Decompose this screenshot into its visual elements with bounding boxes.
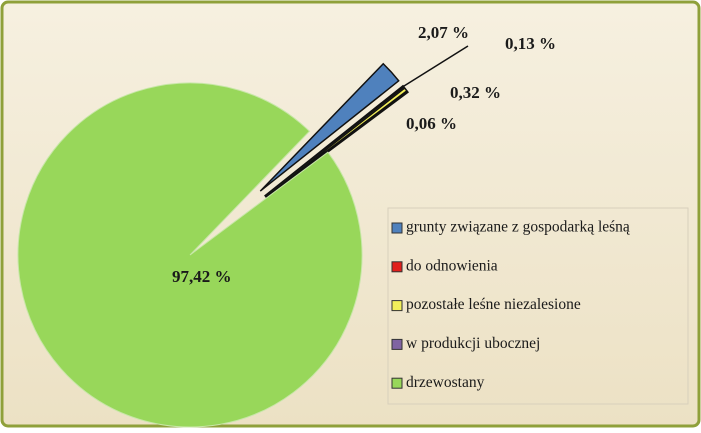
legend-label: pozostałe leśne niezalesione xyxy=(406,296,581,313)
data-label: 97,42 % xyxy=(172,267,232,286)
data-label: 0,13 % xyxy=(505,34,556,53)
legend: grunty związane z gospodarką leśną do odn… xyxy=(391,219,631,391)
legend-label: grunty związane z gospodarką leśną xyxy=(406,219,631,236)
legend-swatch xyxy=(391,300,403,312)
legend-label: drzewostany xyxy=(406,374,485,391)
pie xyxy=(17,62,409,428)
legend-box xyxy=(387,207,689,405)
pie-slice xyxy=(259,62,400,192)
leader-line xyxy=(403,45,469,88)
legend-swatch xyxy=(391,222,403,234)
legend-swatch xyxy=(391,261,403,273)
pie-slice xyxy=(17,82,363,428)
labels: 2,07 % 0,13 % 0,32 % 0,06 % 97,42 % xyxy=(172,23,556,286)
legend-label: w produkcji ubocznej xyxy=(406,335,540,352)
data-label: 0,06 % xyxy=(406,114,457,133)
legend-swatch xyxy=(391,377,403,389)
pie-slice xyxy=(264,86,408,198)
legend-label: do odnowienia xyxy=(406,257,498,274)
data-label: 0,32 % xyxy=(450,83,501,102)
data-label: 2,07 % xyxy=(418,23,469,42)
legend-swatch xyxy=(391,338,403,350)
